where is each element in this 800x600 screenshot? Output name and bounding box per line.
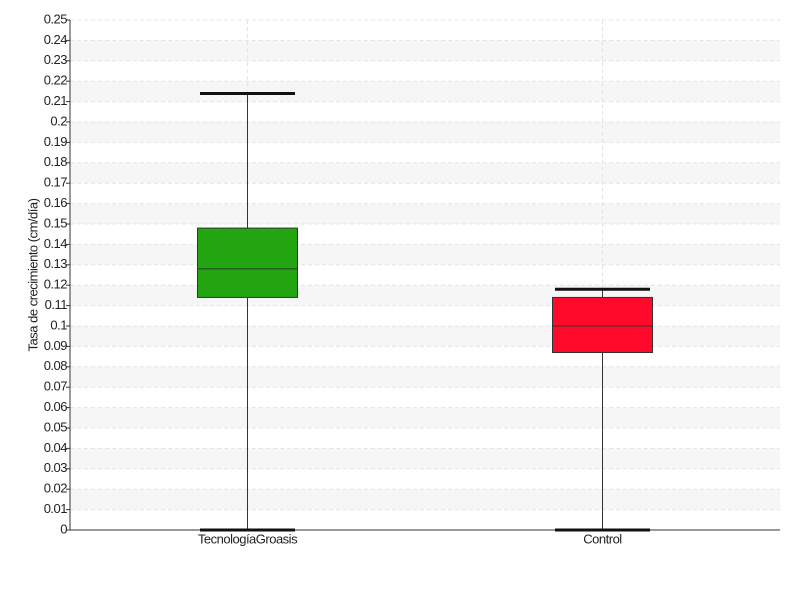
y-tick-label: 0.11	[45, 297, 68, 312]
x-tick-label: Control	[583, 531, 622, 546]
grid-band	[70, 81, 780, 102]
y-tick-label: 0.07	[44, 379, 68, 394]
y-tick-label: 0.12	[44, 277, 68, 292]
y-tick-label: 0.01	[44, 501, 68, 516]
y-tick-label: 0.17	[44, 175, 68, 190]
y-tick-label: 0.16	[44, 195, 68, 210]
grid-band	[70, 448, 780, 469]
y-tick-label: 0	[60, 521, 67, 536]
y-tick-label: 0.24	[44, 32, 68, 47]
y-tick-label: 0.06	[44, 399, 68, 414]
y-tick-label: 0.02	[44, 481, 68, 496]
box	[552, 296, 653, 354]
y-tick-label: 0.19	[44, 134, 68, 149]
y-tick-label: 0.21	[44, 93, 68, 108]
grid-band	[70, 285, 780, 306]
y-tick-label: 0.05	[44, 419, 68, 434]
box	[197, 227, 298, 298]
grid-band	[70, 244, 780, 265]
grid-band	[70, 40, 780, 61]
grid-band	[70, 366, 780, 388]
y-tick-label: 0.2	[50, 113, 67, 128]
y-tick-label: 0.09	[44, 338, 68, 353]
grid-band	[70, 407, 780, 428]
y-tick-label: 0.14	[44, 236, 68, 251]
y-axis-label: Tasa de crecimiento (cm/día)	[25, 198, 40, 351]
y-tick-label: 0.23	[44, 52, 68, 67]
x-tick-label: TecnologíaGroasis	[198, 531, 298, 546]
y-tick-label: 0.08	[44, 358, 68, 373]
y-tick-label: 0.18	[44, 154, 68, 169]
y-tick-label: 0.13	[44, 256, 68, 271]
y-tick-label: 0.03	[44, 460, 68, 475]
y-tick-label: 0.22	[44, 73, 68, 88]
y-tick-label: 0.1	[50, 317, 67, 332]
y-tick-label: 0.04	[44, 440, 68, 455]
y-tick-label: 0.15	[44, 215, 68, 230]
grid-band	[70, 162, 780, 184]
y-tick-label: 0.25	[44, 11, 68, 26]
grid-band	[70, 489, 780, 510]
grid-band	[70, 122, 780, 143]
grid-band	[70, 203, 780, 224]
grid-band	[70, 326, 780, 347]
